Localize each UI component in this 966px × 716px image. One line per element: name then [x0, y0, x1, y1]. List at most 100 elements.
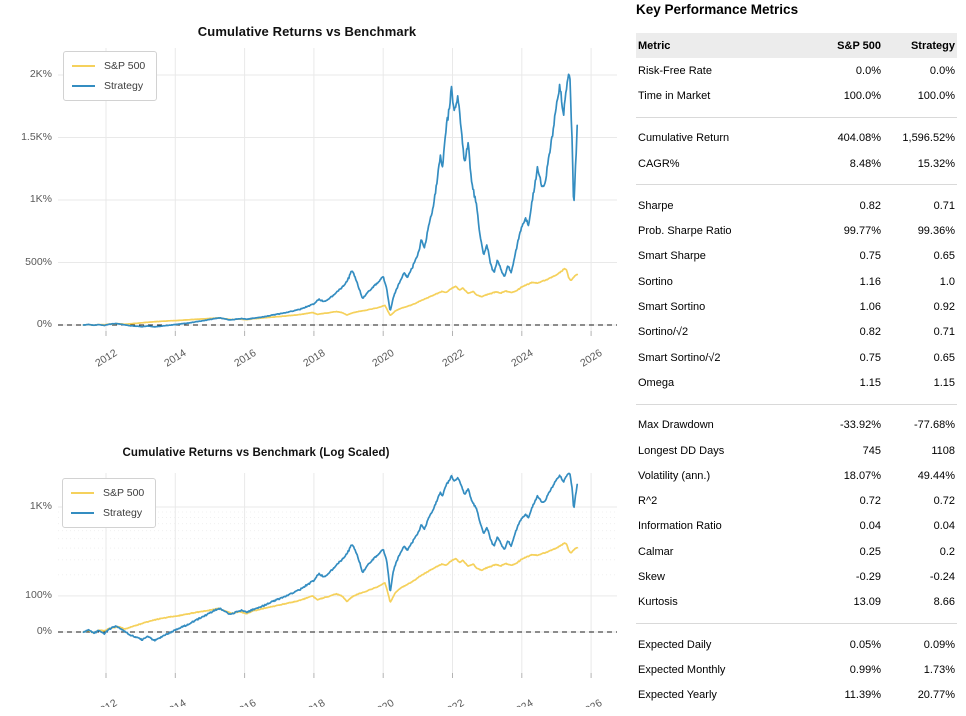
metric-name: Sortino/√2 — [638, 326, 689, 339]
metrics-group: Max Drawdown -33.92% -77.68% Longest DD Day… — [636, 405, 957, 624]
y-tick-label: 100% — [25, 588, 52, 601]
strategy-value: 15.32% — [917, 157, 955, 170]
metric-row: R^2 0.72 0.72 — [636, 488, 957, 513]
metric-row: Prob. Sharpe Ratio 99.77% 99.36% — [636, 218, 957, 243]
metrics-title: Key Performance Metrics — [636, 2, 799, 17]
sp500-value: 99.77% — [843, 225, 881, 238]
metric-name: Smart Sharpe — [638, 250, 706, 263]
metric-row: Cumulative Return 404.08% 1,596.52% — [636, 126, 957, 151]
sp500-value: 0.72 — [859, 495, 881, 508]
legend-label: S&P 500 — [103, 487, 145, 499]
metric-name: Time in Market — [638, 89, 711, 102]
metric-name: Expected Yearly — [638, 689, 717, 702]
sp500-value: 0.04 — [859, 520, 881, 533]
strategy-value: 1.73% — [923, 663, 955, 676]
strategy-value: 0.72 — [933, 495, 955, 508]
sp500-value: 0.25 — [859, 545, 881, 558]
sp500-value: 745 — [862, 444, 881, 457]
metric-name: Expected Daily — [638, 638, 712, 651]
y-tick-label: 1K% — [29, 193, 52, 205]
cumulative-returns-chart: Cumulative Returns vs Benchmark 2K% 1.5K%… — [0, 0, 632, 420]
chart-linear-svg — [58, 48, 617, 336]
metric-row: Volatility (ann.) 18.07% 49.44% — [636, 463, 957, 488]
sp500-value: 8.48% — [849, 157, 881, 170]
strategy-value: 0.04 — [933, 520, 955, 533]
sp500-value: 13.09 — [853, 596, 881, 609]
strategy-value: 1.0 — [939, 275, 955, 288]
metric-name: Information Ratio — [638, 520, 722, 533]
sp500-value: 0.82 — [859, 199, 881, 212]
metrics-body: Risk-Free Rate 0.0% 0.0% Time in Market 100.… — [636, 58, 957, 716]
metric-name: Omega — [638, 376, 675, 389]
strategy-value: 20.77% — [917, 689, 955, 702]
metric-name: Prob. Sharpe Ratio — [638, 225, 732, 238]
strategy-value: 0.09% — [923, 638, 955, 651]
strategy-value: 0.92 — [933, 301, 955, 314]
chart-title-linear: Cumulative Returns vs Benchmark — [197, 24, 417, 39]
strategy-value: 100.0% — [917, 89, 955, 102]
metric-name: R^2 — [638, 495, 658, 508]
sp500-value: 0.75 — [859, 250, 881, 263]
charts-column: Cumulative Returns vs Benchmark 2K% 1.5K%… — [0, 0, 632, 707]
sp500-value: 0.99% — [849, 663, 881, 676]
strategy-value: 99.36% — [917, 225, 955, 238]
y-tick-label: 500% — [25, 255, 52, 268]
sp500-value: 1.06 — [859, 301, 881, 314]
sp500-line — [82, 542, 579, 634]
y-tick-label: 0% — [36, 625, 52, 637]
metric-name: Calmar — [638, 545, 674, 558]
legend: S&P 500 Strategy — [62, 478, 157, 528]
metrics-group: Expected Daily 0.05% 0.09% Expected Monthly… — [636, 624, 957, 716]
metric-name: Sortino — [638, 275, 673, 288]
strategy-value: 1.15 — [933, 376, 955, 389]
strategy-value: 0.71 — [933, 199, 955, 212]
metric-name: Longest DD Days — [638, 444, 725, 457]
metric-row: Expected Daily 0.05% 0.09% — [636, 632, 957, 657]
metric-name: Smart Sortino — [638, 301, 706, 314]
metric-row: Time in Market 100.0% 100.0% — [636, 83, 957, 108]
sp500-line — [82, 267, 579, 327]
metric-row: Information Ratio 0.04 0.04 — [636, 514, 957, 539]
legend-item: Strategy — [72, 76, 145, 96]
legend-line-swatch — [71, 492, 94, 494]
sp500-value: 11.39% — [844, 689, 882, 702]
legend-item: Strategy — [71, 503, 144, 523]
y-tick-label: 0% — [36, 318, 52, 330]
metric-row: Calmar 0.25 0.2 — [636, 539, 957, 564]
legend-label: Strategy — [103, 507, 143, 519]
metrics-panel: Key Performance Metrics Metric S&P 500 S… — [636, 0, 957, 716]
strategy-value: 1,596.52% — [902, 132, 955, 145]
metric-row: Kurtosis 13.09 8.66 — [636, 590, 957, 615]
sp500-value: 0.82 — [859, 326, 881, 339]
metric-row: Omega 1.15 1.15 — [636, 370, 957, 395]
metric-name: CAGR% — [638, 157, 680, 170]
metric-row: Skew -0.29 -0.24 — [636, 564, 957, 589]
sp500-value: 404.08% — [837, 132, 881, 145]
metric-name: Max Drawdown — [638, 419, 714, 432]
metrics-group: Risk-Free Rate 0.0% 0.0% Time in Market 100.… — [636, 58, 957, 118]
metric-row: Smart Sortino 1.06 0.92 — [636, 294, 957, 319]
strategy-value: -77.68% — [914, 419, 955, 432]
metric-name: Cumulative Return — [638, 132, 730, 145]
chart-log-svg — [58, 472, 617, 678]
strategy-value: 0.71 — [933, 326, 955, 339]
metric-row: Sortino 1.16 1.0 — [636, 269, 957, 294]
metric-row: CAGR% 8.48% 15.32% — [636, 151, 957, 176]
metric-row: Risk-Free Rate 0.0% 0.0% — [636, 58, 957, 83]
metric-name: Kurtosis — [638, 596, 678, 609]
sp500-value: 0.0% — [855, 64, 881, 77]
y-tick-label: 1.5K% — [21, 130, 52, 143]
metric-row: Sortino/√2 0.82 0.71 — [636, 320, 957, 345]
metric-name: Skew — [638, 570, 665, 583]
y-tick-label: 1K% — [29, 500, 52, 513]
metrics-header-row: Metric S&P 500 Strategy — [636, 33, 957, 58]
metric-row: Sharpe 0.82 0.71 — [636, 193, 957, 218]
metric-row: Smart Sortino/√2 0.75 0.65 — [636, 345, 957, 370]
legend-item: S&P 500 — [72, 56, 145, 76]
sp500-value: 0.75 — [859, 351, 881, 364]
legend-label: Strategy — [104, 80, 144, 92]
metric-row: Longest DD Days 745 1108 — [636, 438, 957, 463]
metric-row: Max Drawdown -33.92% -77.68% — [636, 413, 957, 438]
metric-name: Risk-Free Rate — [638, 64, 712, 77]
metric-name: Volatility (ann.) — [638, 469, 711, 482]
